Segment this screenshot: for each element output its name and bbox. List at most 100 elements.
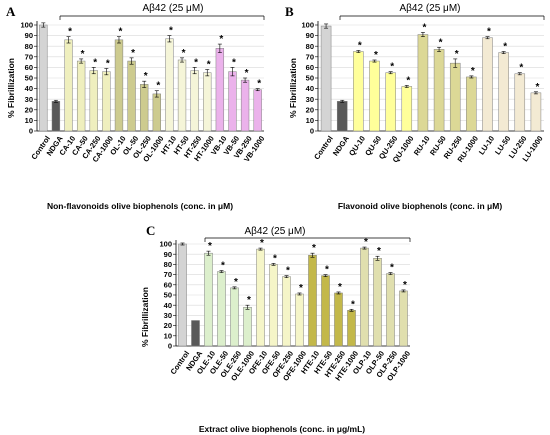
significance-star: * [156,81,160,92]
bar-vb-10 [215,48,225,132]
bar-ru-1000 [466,76,477,132]
y-tick-label: 70 [306,52,314,61]
bar-ca-50 [76,60,86,132]
significance-star: * [422,22,426,33]
significance-star: * [208,241,212,252]
chart-panel-c: C Aβ42 (25 μM) Extract olive biophenols … [140,223,412,434]
bar-control [320,25,332,132]
bar-ht-50 [177,59,187,132]
y-tick-label: 10 [306,116,314,125]
significance-star: * [299,283,303,294]
panel-letter: C [146,223,155,238]
bar-ht-1000 [203,72,212,132]
bar-ofe-250 [282,276,291,347]
y-tick-label: 50 [164,291,172,300]
significance-star: * [232,57,236,68]
bar-hte-10 [308,254,317,347]
significance-star: * [406,75,410,86]
abeta-annotation: Aβ42 (25 μM) [245,226,306,237]
significance-star: * [257,79,261,90]
x-axis-label: Extract olive biophenols (conc. in μg/mL… [199,424,365,434]
y-tick-label: 0 [310,127,314,136]
bar-ht-250 [190,70,199,132]
y-tick-label: 100 [20,21,33,30]
significance-star: * [182,48,186,59]
bar-lu-50 [498,52,509,132]
bar-control [178,243,187,347]
significance-star: * [487,27,491,38]
bar-olp-50 [373,258,382,347]
y-tick-label: 40 [306,84,314,93]
bar-ole-10 [204,252,213,347]
bar-ndga [191,320,200,347]
y-tick-label: 90 [164,250,172,259]
y-tick-label: 70 [25,52,33,61]
panel-letter: A [6,4,16,19]
significance-star: * [439,37,443,48]
significance-star: * [247,295,251,306]
x-tick-label: LU-10 [477,134,496,156]
significance-star: * [374,50,378,61]
bar-ca-250 [89,70,98,132]
significance-star: * [221,261,225,272]
y-tick-label: 100 [159,240,172,249]
bar-ole-1000 [243,306,252,347]
bar-ca-1000 [102,71,111,132]
significance-star: * [471,66,475,77]
y-tick-label: 0 [29,127,33,136]
y-tick-label: 50 [306,74,314,83]
bar-vb-250 [240,79,250,132]
bar-lu-250 [514,73,526,132]
y-tick-label: 0 [168,342,172,351]
y-tick-label: 40 [25,84,33,93]
y-tick-label: 20 [164,321,172,330]
bar-ru-50 [433,49,445,132]
bar-qu-10 [353,51,364,132]
significance-star: * [260,238,264,249]
bar-ofe-10 [256,248,265,347]
bar-ofe-1000 [295,293,304,347]
bar-olp-10 [360,247,369,347]
y-tick-label: 90 [306,31,314,40]
x-tick-label: RU-10 [412,134,432,157]
y-tick-label: 30 [306,95,314,104]
y-tick-label: 50 [25,74,33,83]
x-axis-label: Flavonoid olive biophenols (conc. in μM) [338,201,503,211]
significance-star: * [325,265,329,276]
y-tick-label: 10 [25,116,33,125]
significance-star: * [455,49,459,60]
chart-panel-b: B Aβ42 (25 μM) Flavonoid olive biophenol… [285,3,545,211]
bar-hte-50 [321,275,330,347]
y-tick-label: 100 [301,21,314,30]
significance-star: * [364,237,368,248]
bar-ru-250 [449,62,461,132]
bar-ole-250 [230,287,239,347]
significance-star: * [169,26,173,37]
x-tick-label: Control [312,134,335,161]
bar-ol-250 [140,84,149,132]
y-tick-label: 80 [306,42,314,51]
significance-star: * [338,282,342,293]
y-tick-label: 30 [25,95,33,104]
significance-star: * [535,82,539,93]
bar-ht-10 [165,38,174,132]
bar-ole-50 [217,271,226,347]
x-axis-label: Non-flavonoids olive biophenols (conc. i… [47,201,233,211]
significance-star: * [119,27,123,38]
significance-star: * [194,57,198,68]
abeta-annotation: Aβ42 (25 μM) [400,3,461,14]
y-tick-label: 60 [164,280,172,289]
significance-star: * [207,60,211,71]
significance-star: * [390,263,394,274]
bar-ol-1000 [152,93,161,132]
bar-control [39,24,48,132]
bar-vb-1000 [253,89,262,132]
bar-olp-250 [386,273,395,347]
chart-panel-a: A Aβ42 (25 μM) Non-flavonoids olive biop… [6,3,266,211]
bar-ol-50 [127,60,136,132]
bar-ol-10 [114,39,124,132]
panel-letter: B [285,4,294,19]
bar-qu-50 [369,60,380,132]
y-axis-label: % Fibrillization [6,58,16,118]
